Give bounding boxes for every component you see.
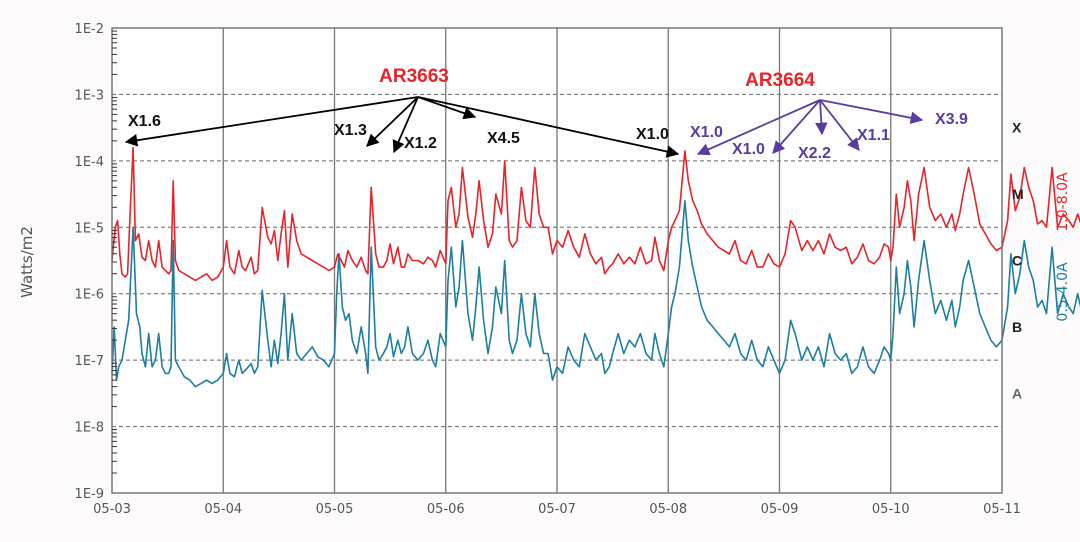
legend-short-channel: 0.5-4.0A: [1055, 262, 1071, 322]
flare-class-C: C: [1012, 253, 1022, 269]
x-axis-ticks: 05-03 05-04 05-05 05-06 05-07 05-08 05-09 05-10…: [93, 502, 1021, 517]
data-series: [111, 146, 1080, 388]
flare-label: X1.1: [857, 127, 890, 144]
x-tick-label: 05-05: [316, 502, 354, 517]
y-axis-ticks: 1E-9 1E-8 1E-7 1E-6 1E-5 1E-4 1E-3 1E-2: [75, 22, 117, 502]
legend-long-channel: 1.0-8.0A: [1055, 172, 1071, 232]
flare-label: X1.0: [732, 141, 765, 158]
x-tick-label: 05-04: [204, 502, 242, 517]
plot-frame: [111, 27, 1003, 494]
region-label-AR3664: AR3664: [745, 70, 815, 91]
y-tick-label: 1E-8: [75, 421, 104, 436]
x-tick-label: 05-07: [538, 502, 576, 517]
y-tick-label: 1E-5: [75, 221, 104, 236]
flare-label: X4.5: [487, 130, 520, 147]
flare-arrow: [815, 99, 828, 136]
flare-class-labels: A B C M X: [1012, 120, 1024, 402]
flare-label: X1.2: [404, 135, 437, 152]
x-tick-label: 05-11: [983, 502, 1021, 517]
flare-label: X1.6: [128, 113, 161, 130]
flare-arrow: [819, 99, 924, 125]
flare-class-A: A: [1012, 385, 1022, 401]
flare-arrow: [124, 96, 419, 147]
flare-label: X1.3: [334, 122, 367, 139]
x-tick-label: 05-09: [761, 502, 799, 517]
flare-arrow: [772, 99, 821, 154]
y-tick-label: 1E-6: [75, 288, 104, 303]
region-label-AR3663: AR3663: [379, 66, 449, 87]
flare-arrow: [819, 99, 860, 151]
x-tick-label: 05-10: [872, 502, 910, 517]
y-tick-label: 1E-9: [75, 487, 104, 502]
flare-arrow: [366, 96, 419, 147]
flare-class-X: X: [1012, 120, 1022, 136]
series-1.0-8.0A: [111, 146, 1080, 282]
flare-arrow: [696, 99, 821, 156]
flare-class-M: M: [1012, 186, 1024, 202]
flare-arrow: [392, 96, 419, 154]
x-tick-label: 05-03: [93, 502, 131, 517]
flare-arrow: [417, 96, 477, 120]
series-0.5-4.0A: [111, 199, 1080, 388]
y-axis-label: Watts/m2: [18, 226, 36, 298]
flare-class-B: B: [1012, 319, 1022, 335]
y-tick-label: 1E-7: [75, 354, 104, 369]
flare-label: X3.9: [935, 111, 968, 128]
flare-label: X1.0: [636, 126, 669, 143]
x-tick-label: 05-06: [427, 502, 465, 517]
x-tick-label: 05-08: [649, 502, 687, 517]
flare-annotations: AR3663 X1.6 X1.3 X1.2 X4.5 X1.0 AR3664 X1.0 X1.0…: [124, 66, 968, 162]
y-tick-label: 1E-2: [75, 22, 104, 37]
flare-arrow: [417, 96, 680, 158]
y-tick-label: 1E-3: [75, 88, 104, 103]
flare-label: X2.2: [798, 145, 831, 162]
flare-label: X1.0: [690, 124, 723, 141]
y-tick-label: 1E-4: [75, 155, 104, 170]
